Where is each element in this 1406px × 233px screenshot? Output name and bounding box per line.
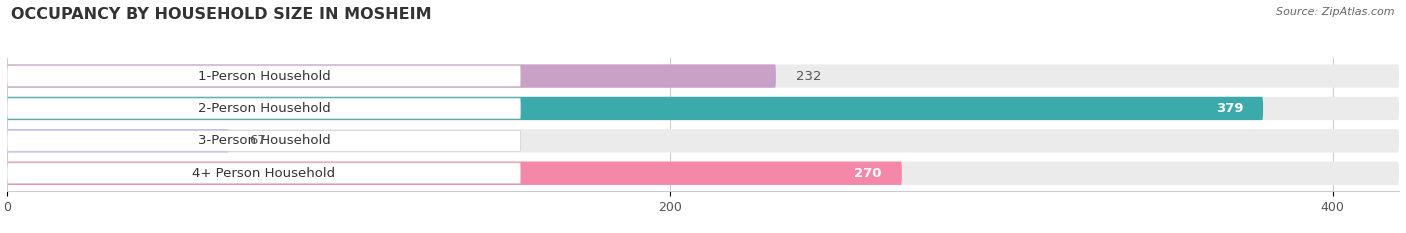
FancyBboxPatch shape [7, 130, 520, 151]
Text: Source: ZipAtlas.com: Source: ZipAtlas.com [1277, 7, 1395, 17]
Text: 232: 232 [796, 70, 821, 82]
Text: 270: 270 [855, 167, 882, 180]
Text: 2-Person Household: 2-Person Household [197, 102, 330, 115]
FancyBboxPatch shape [7, 64, 1399, 88]
FancyBboxPatch shape [7, 129, 229, 153]
FancyBboxPatch shape [7, 129, 1399, 153]
Text: OCCUPANCY BY HOUSEHOLD SIZE IN MOSHEIM: OCCUPANCY BY HOUSEHOLD SIZE IN MOSHEIM [11, 7, 432, 22]
Text: 379: 379 [1216, 102, 1243, 115]
FancyBboxPatch shape [7, 163, 520, 184]
FancyBboxPatch shape [7, 161, 901, 185]
FancyBboxPatch shape [7, 161, 1399, 185]
FancyBboxPatch shape [7, 98, 520, 119]
Text: 3-Person Household: 3-Person Household [197, 134, 330, 147]
FancyBboxPatch shape [7, 66, 520, 86]
FancyBboxPatch shape [7, 97, 1399, 120]
Text: 1-Person Household: 1-Person Household [197, 70, 330, 82]
Text: 4+ Person Household: 4+ Person Household [193, 167, 336, 180]
FancyBboxPatch shape [7, 64, 776, 88]
FancyBboxPatch shape [7, 97, 1263, 120]
Text: 67: 67 [249, 134, 266, 147]
